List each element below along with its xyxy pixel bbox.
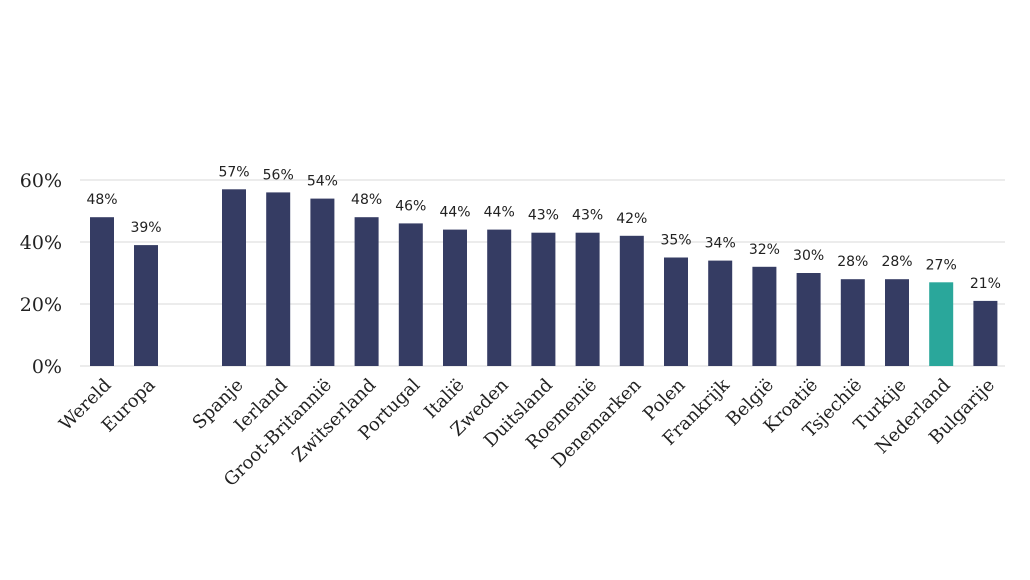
y-tick-label: 40% [20,232,62,254]
bar [398,223,423,366]
bar [134,245,158,366]
bar [619,235,644,366]
bar [796,273,821,366]
bar [531,232,556,366]
y-tick-label: 60% [20,170,62,192]
bar [487,229,512,366]
bar [354,217,379,366]
data-label: 56% [263,167,294,183]
data-label: 28% [881,254,912,270]
bar [973,300,998,366]
bar [310,198,335,366]
bars [90,189,998,366]
data-label: 28% [837,254,868,270]
data-label: 39% [130,220,161,236]
data-label: 48% [351,192,382,208]
data-label: 21% [970,276,1001,292]
bar [840,279,865,366]
data-label: 30% [793,248,824,264]
bar [266,192,291,366]
data-label: 32% [749,242,780,258]
data-label: 46% [395,198,426,214]
data-label: 27% [926,257,957,273]
bar [752,266,777,366]
data-label: 44% [484,205,515,221]
bar [664,257,688,366]
data-label: 43% [572,208,603,224]
data-labels: 48% 39% 57% 56% 54% 48% 46% 44% 44% 43% 43% 42% 35% 3… [86,164,1001,292]
bar [443,229,467,366]
y-tick-label: 20% [20,294,62,316]
data-label: 48% [86,192,117,208]
bar [575,232,600,366]
y-tick-label: 0% [32,356,62,378]
bar [708,260,733,366]
data-label: 43% [528,208,559,224]
data-label: 57% [218,164,249,180]
bar [885,279,909,366]
data-label: 54% [307,174,338,190]
data-label: 42% [616,211,647,227]
data-label: 35% [660,233,691,249]
bar [929,282,954,366]
data-label: 34% [705,236,736,252]
bar [222,189,246,366]
y-axis-ticks: 0% 20% 40% 60% [20,170,62,378]
data-label: 44% [439,205,470,221]
bar [90,217,114,366]
